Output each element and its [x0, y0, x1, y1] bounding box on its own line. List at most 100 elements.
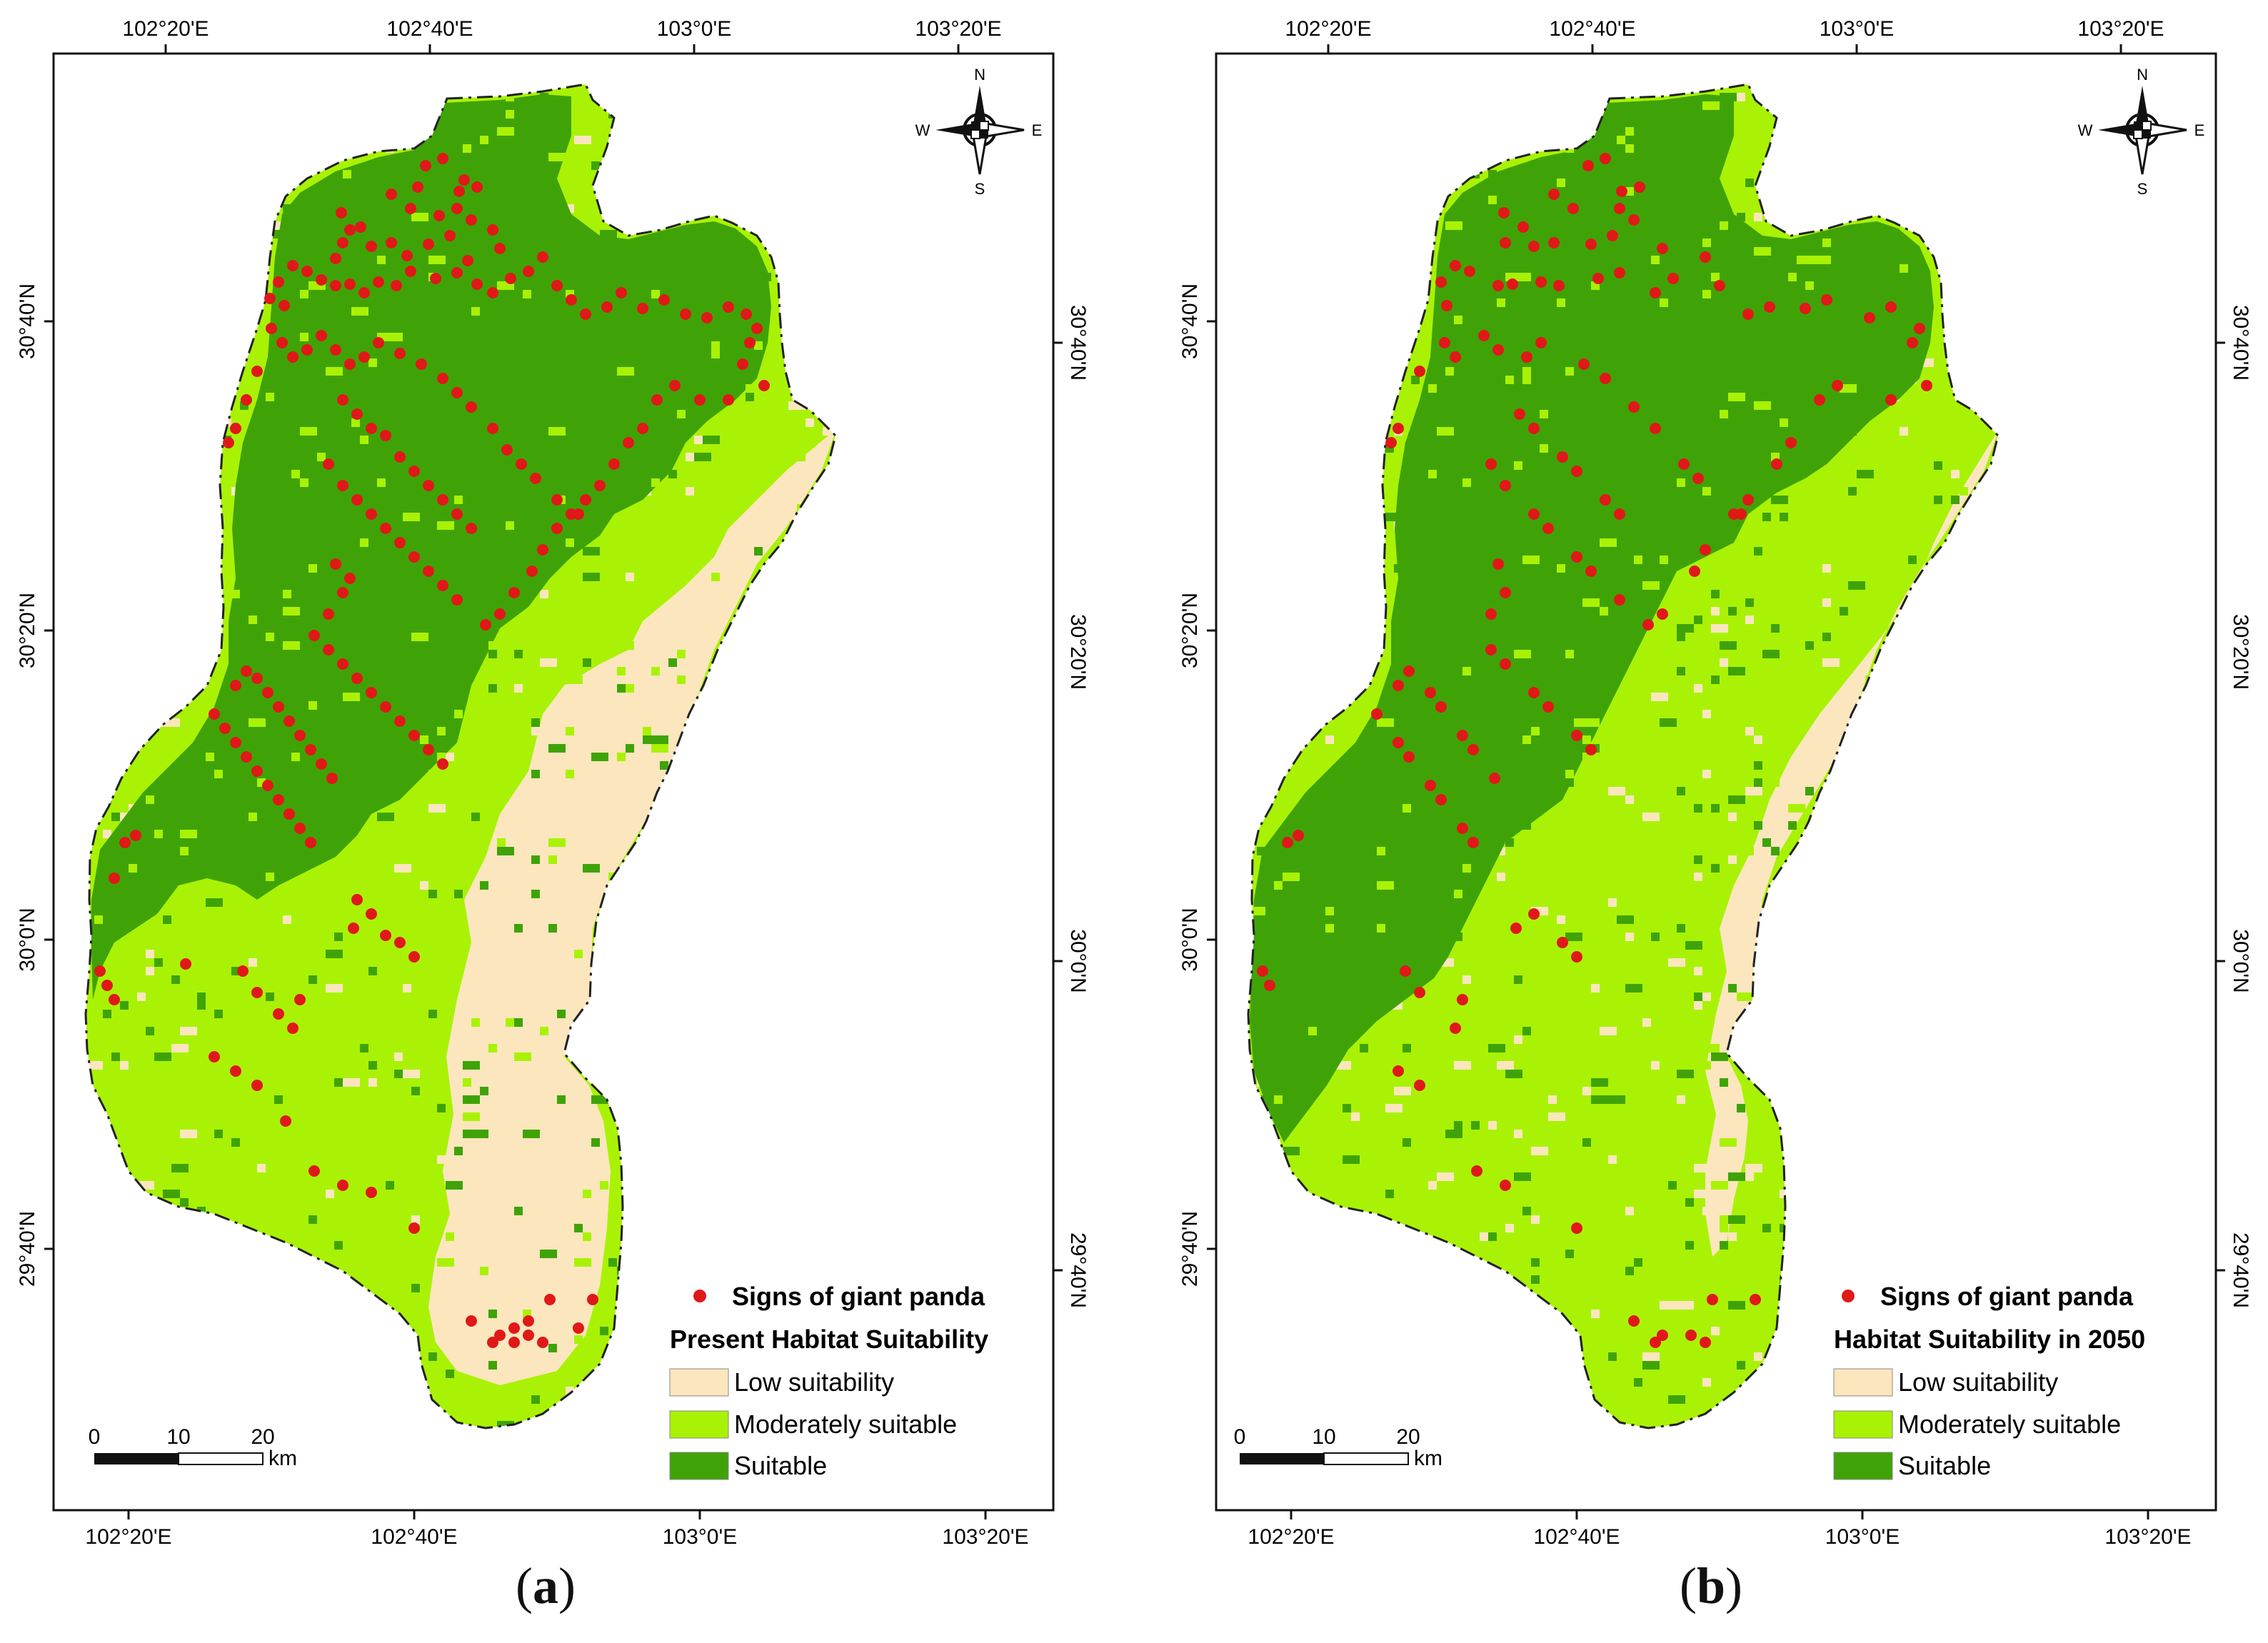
panda-sign-point: [466, 401, 477, 413]
panda-sign-point: [487, 1337, 498, 1348]
panda-sign-point: [1785, 437, 1797, 448]
lat-label-left: 30°40'N: [16, 283, 39, 359]
panda-sign-point: [1907, 337, 1918, 348]
panda-sign-point: [394, 451, 406, 463]
panda-sign-point: [1628, 401, 1640, 413]
panda-sign-point: [1571, 1222, 1582, 1234]
panda-sign-point: [544, 1294, 556, 1305]
panda-sign-point: [758, 380, 770, 391]
panda-sign-point: [1403, 751, 1415, 763]
panda-sign-point: [1467, 744, 1479, 755]
legend-item: Low suitability: [1898, 1367, 2058, 1397]
panda-sign-point: [330, 344, 341, 356]
legend-swatch-moderate: [669, 1410, 729, 1439]
panda-sign-point: [251, 765, 263, 777]
panda-sign-point: [526, 566, 538, 577]
panda-sign-point: [1921, 380, 1932, 391]
panda-sign-point: [744, 337, 756, 348]
panda-sign-point: [337, 480, 348, 491]
legend-title: Habitat Suitability in 2050: [1834, 1325, 2145, 1354]
panda-sign-point: [1650, 1337, 1661, 1348]
panda-sign-point: [1500, 237, 1511, 248]
panda-sign-point: [241, 394, 252, 406]
panda-sign-point: [1414, 1080, 1425, 1091]
panda-sign-point: [301, 344, 313, 356]
panda-sign-point: [351, 408, 363, 420]
panda-sign-point: [658, 294, 670, 306]
legend-item: Moderately suitable: [734, 1410, 957, 1439]
panda-sign-point: [251, 673, 263, 684]
panda-sign-point: [1467, 837, 1479, 848]
panda-sign-point: [437, 580, 448, 591]
panda-sign-point: [1528, 423, 1540, 434]
panda-sign-point: [523, 266, 534, 277]
panda-sign-point: [523, 1330, 534, 1341]
scale-bar: 0 10 20 km: [1234, 1425, 1442, 1470]
legend-swatch-moderate: [1833, 1410, 1893, 1439]
panda-sign-point: [637, 423, 648, 434]
compass-e: E: [1032, 121, 1043, 139]
lon-label-top: 102°20'E: [122, 17, 209, 41]
panda-sign-point: [1457, 823, 1468, 834]
tick-marks: [1207, 44, 2225, 1519]
panda-sign-markers: [1257, 153, 1932, 1348]
panda-sign-point: [1614, 594, 1625, 606]
panda-sign-point: [223, 437, 234, 448]
panda-sign-point: [380, 430, 391, 441]
panda-sign-point: [437, 153, 448, 164]
map-b-svg: 102°20'E 102°40'E 103°0'E 103°20'E 102°2…: [1178, 17, 2252, 1549]
panda-sign-point: [1764, 301, 1775, 313]
panda-sign-point: [316, 758, 327, 770]
lat-label-left: 30°20'N: [16, 593, 39, 668]
panda-sign-point: [741, 308, 752, 320]
panda-sign-point: [337, 587, 348, 598]
map-a-svg: 102°20'E 102°40'E 103°0'E 103°20'E 102°2…: [16, 17, 1090, 1549]
panda-sign-point: [1435, 276, 1447, 288]
scale-bar: 0 10 20 km: [89, 1425, 297, 1470]
panda-sign-point: [1393, 423, 1404, 434]
panda-sign-point: [273, 276, 284, 288]
panda-sign-point: [1403, 665, 1415, 677]
panda-sign-point: [1485, 458, 1497, 470]
panda-sign-point: [537, 544, 548, 556]
panda-sign-point: [1450, 351, 1461, 363]
panda-sign-point: [305, 744, 316, 755]
panda-sign-point: [594, 480, 606, 491]
panda-sign-point: [1548, 189, 1560, 200]
panda-sign-point: [330, 253, 341, 264]
panda-sign-point: [351, 894, 363, 905]
panda-sign-point: [1557, 451, 1568, 463]
panda-sign-point: [451, 267, 463, 278]
lat-label-right: 29°40'N: [1066, 1232, 1090, 1308]
panda-sign-point: [1464, 266, 1475, 277]
panda-sign-point: [1435, 701, 1447, 713]
lon-label-top: 103°20'E: [2077, 17, 2164, 41]
panda-sign-point: [1393, 737, 1404, 748]
panda-sign-point: [566, 294, 577, 306]
panda-sign-point: [433, 210, 445, 221]
panda-sign-point: [494, 243, 506, 254]
panda-sign-point: [1600, 373, 1611, 384]
panda-sign-point: [1750, 1294, 1761, 1305]
lon-label-top: 102°20'E: [1285, 17, 1371, 41]
panda-sign-point: [355, 221, 366, 233]
panda-sign-point: [1450, 260, 1461, 271]
panda-sign-point: [1571, 466, 1582, 477]
panda-sign-point: [337, 237, 348, 248]
panda-sign-point: [1642, 619, 1654, 630]
lat-label-right: 30°40'N: [2229, 305, 2252, 381]
panda-sign-point: [1567, 203, 1579, 214]
panda-sign-point: [412, 181, 423, 193]
panda-sign-point: [1542, 701, 1554, 713]
panda-sign-point: [1657, 608, 1668, 620]
compass-n: N: [974, 66, 985, 84]
panda-sign-point: [1264, 980, 1275, 991]
panda-sign-point: [551, 494, 563, 506]
panda-sign-point: [623, 437, 634, 448]
panda-sign-point: [1578, 358, 1590, 370]
lon-label-bottom: 103°20'E: [942, 1525, 1028, 1549]
lon-label-bottom: 102°20'E: [1248, 1525, 1334, 1549]
panda-sign-point: [1542, 523, 1554, 534]
panda-sign-point: [1414, 366, 1425, 377]
panda-sign-point: [266, 323, 277, 334]
